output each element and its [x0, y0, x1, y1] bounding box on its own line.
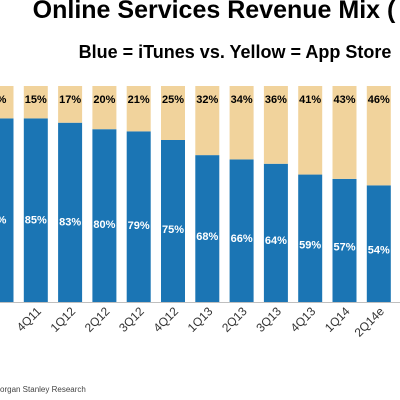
bar-app-store: [23, 86, 48, 119]
data-label-itunes: 83%: [59, 216, 81, 228]
data-label-itunes: 68%: [196, 231, 218, 243]
data-label-itunes: 66%: [231, 233, 253, 245]
x-tick-label: 2Q14e: [352, 304, 388, 340]
x-tick-label: 4Q11: [14, 304, 44, 334]
data-label-itunes: %: [0, 214, 7, 226]
data-label-app-store: 34%: [231, 94, 253, 106]
data-label-app-store: 17%: [59, 94, 81, 106]
data-label-app-store: 32%: [196, 94, 218, 106]
x-tick-label: 1Q12: [48, 304, 79, 335]
bar-app-store: [366, 86, 391, 186]
bar-app-store: [0, 86, 14, 119]
bar-itunes: [332, 178, 357, 302]
x-tick-label: 4Q12: [150, 304, 181, 335]
x-tick-label: 2Q12: [82, 304, 113, 335]
bar-itunes: [263, 163, 288, 302]
data-label-itunes: 64%: [265, 235, 287, 247]
bar-app-store: [58, 86, 83, 123]
x-tick-label: 4Q13: [288, 304, 319, 335]
x-tick-label: 3Q12: [116, 304, 147, 335]
bar-itunes: [92, 129, 117, 302]
bar-app-store: [92, 86, 117, 130]
bar-itunes: [161, 140, 185, 302]
data-label-itunes: 80%: [93, 219, 115, 231]
data-label-app-store: 36%: [265, 94, 287, 106]
data-label-app-store: 20%: [93, 94, 115, 106]
bar-itunes: [0, 118, 14, 303]
data-label-app-store: 43%: [333, 94, 355, 106]
bar-itunes: [229, 159, 254, 302]
chart-subtitle: Blue = iTunes vs. Yellow = App Store: [78, 42, 392, 62]
bar-app-store: [298, 86, 323, 175]
bar-itunes: [298, 174, 323, 302]
data-label-itunes: 79%: [128, 220, 150, 232]
bar-itunes: [58, 122, 83, 302]
data-label-itunes: 54%: [368, 245, 390, 257]
bar-itunes: [366, 185, 391, 302]
data-label-app-store: %: [0, 94, 7, 106]
source-note: organ Stanley Research: [0, 385, 86, 394]
data-label-app-store: 46%: [368, 94, 390, 106]
bar-app-store: [332, 86, 357, 179]
x-tick-label: 3Q13: [253, 304, 284, 335]
data-label-itunes: 59%: [299, 240, 321, 252]
data-label-itunes: 85%: [25, 214, 47, 226]
data-label-app-store: 15%: [25, 94, 47, 106]
chart-title: Online Services Revenue Mix (: [32, 0, 396, 24]
data-label-app-store: 25%: [162, 94, 184, 106]
bar-itunes: [126, 131, 151, 302]
bar-app-store: [161, 86, 185, 140]
bar-app-store: [195, 86, 220, 156]
x-tick-label: 1Q13: [185, 304, 216, 335]
data-label-app-store: 21%: [128, 94, 150, 106]
bar-app-store: [263, 86, 288, 164]
bar-app-store: [229, 86, 254, 160]
bar-app-store: [126, 86, 151, 132]
data-label-itunes: 57%: [333, 242, 355, 254]
bar-itunes: [195, 155, 220, 302]
data-label-app-store: 41%: [299, 94, 321, 106]
bar-itunes: [23, 118, 48, 303]
x-tick-label: 2Q13: [219, 304, 250, 335]
data-label-itunes: 75%: [162, 224, 184, 236]
x-tick-label: 1Q14: [322, 304, 353, 335]
